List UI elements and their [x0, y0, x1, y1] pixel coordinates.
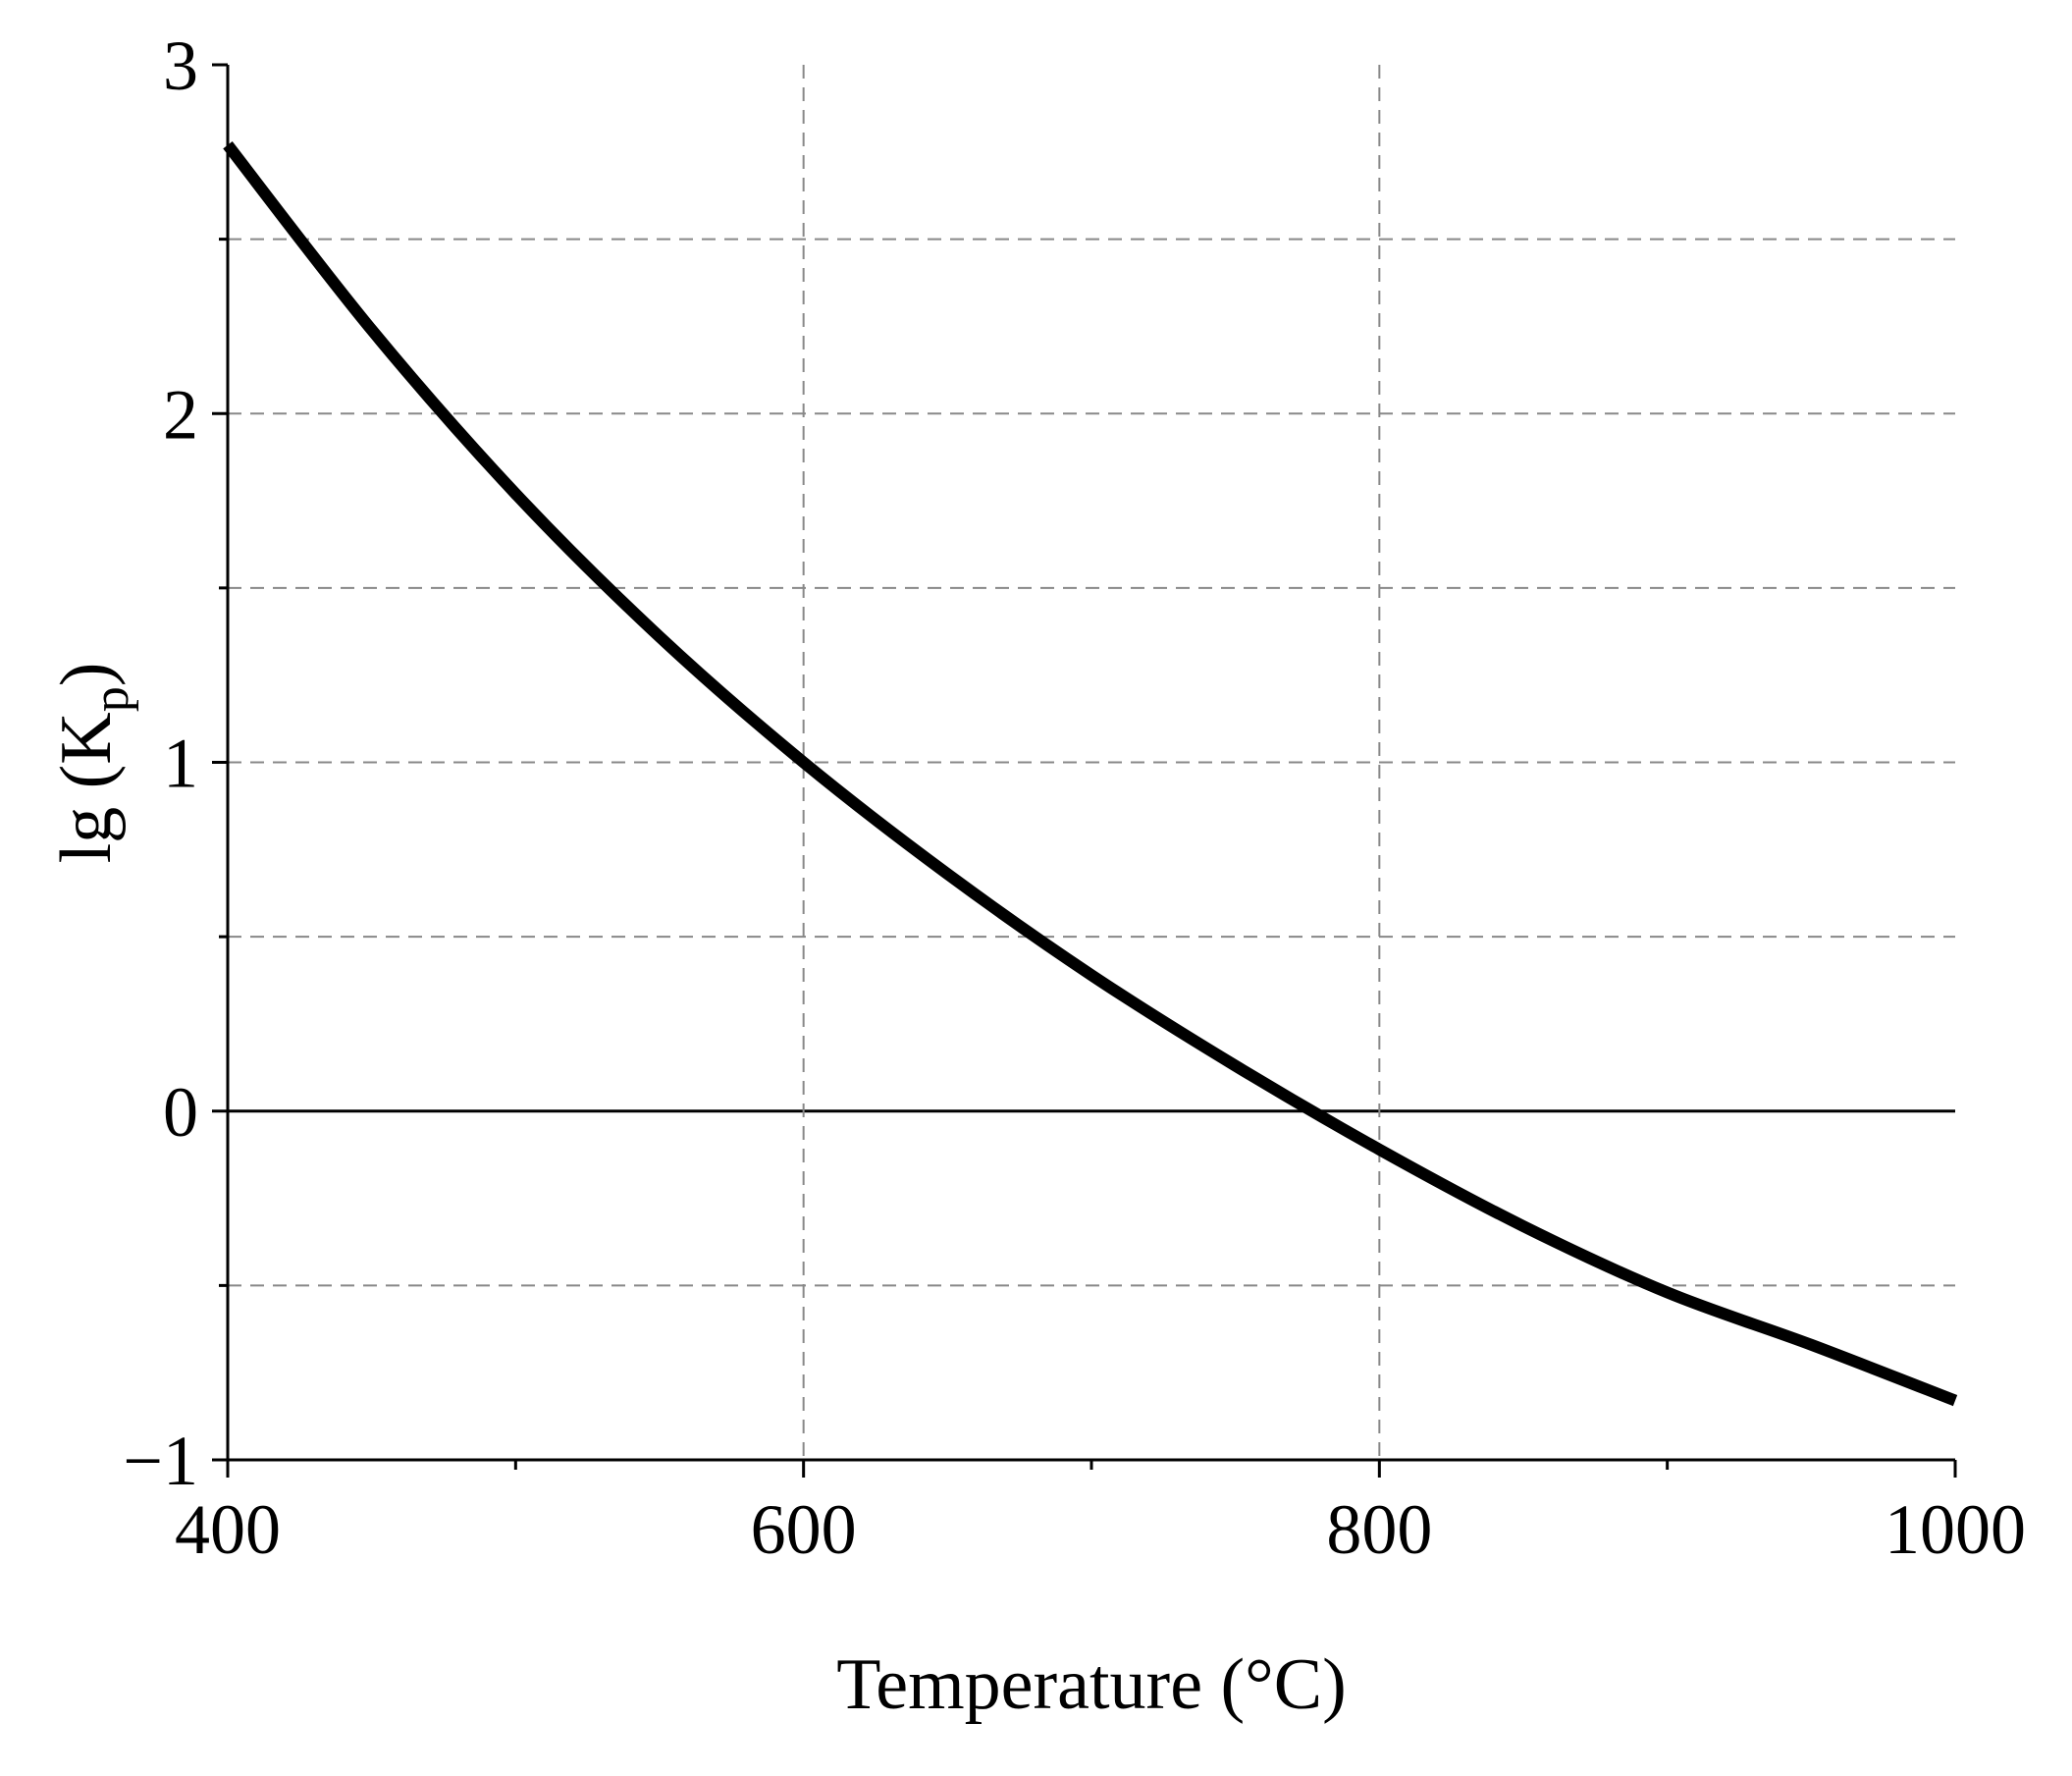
y-tick-label: 2 — [163, 375, 198, 454]
y-tick-label: −1 — [123, 1422, 198, 1500]
y-tick-label: 1 — [163, 725, 198, 803]
x-tick-label: 600 — [751, 1490, 857, 1569]
data-line — [223, 141, 1958, 1407]
x-tick-label: 1000 — [1885, 1490, 2026, 1569]
y-axis-label-sub: p — [83, 686, 139, 712]
y-tick-label: 3 — [163, 27, 198, 105]
x-axis-label: Temperature (°C) — [836, 1644, 1347, 1725]
x-tick-label: 800 — [1326, 1490, 1432, 1569]
y-tick-label: 0 — [163, 1073, 198, 1152]
y-axis-label-main: lg (K — [46, 712, 127, 863]
x-tick-label: 400 — [175, 1490, 281, 1569]
y-axis-label-close: ) — [46, 663, 127, 687]
y-axis-label: lg (Kp) — [46, 663, 139, 864]
